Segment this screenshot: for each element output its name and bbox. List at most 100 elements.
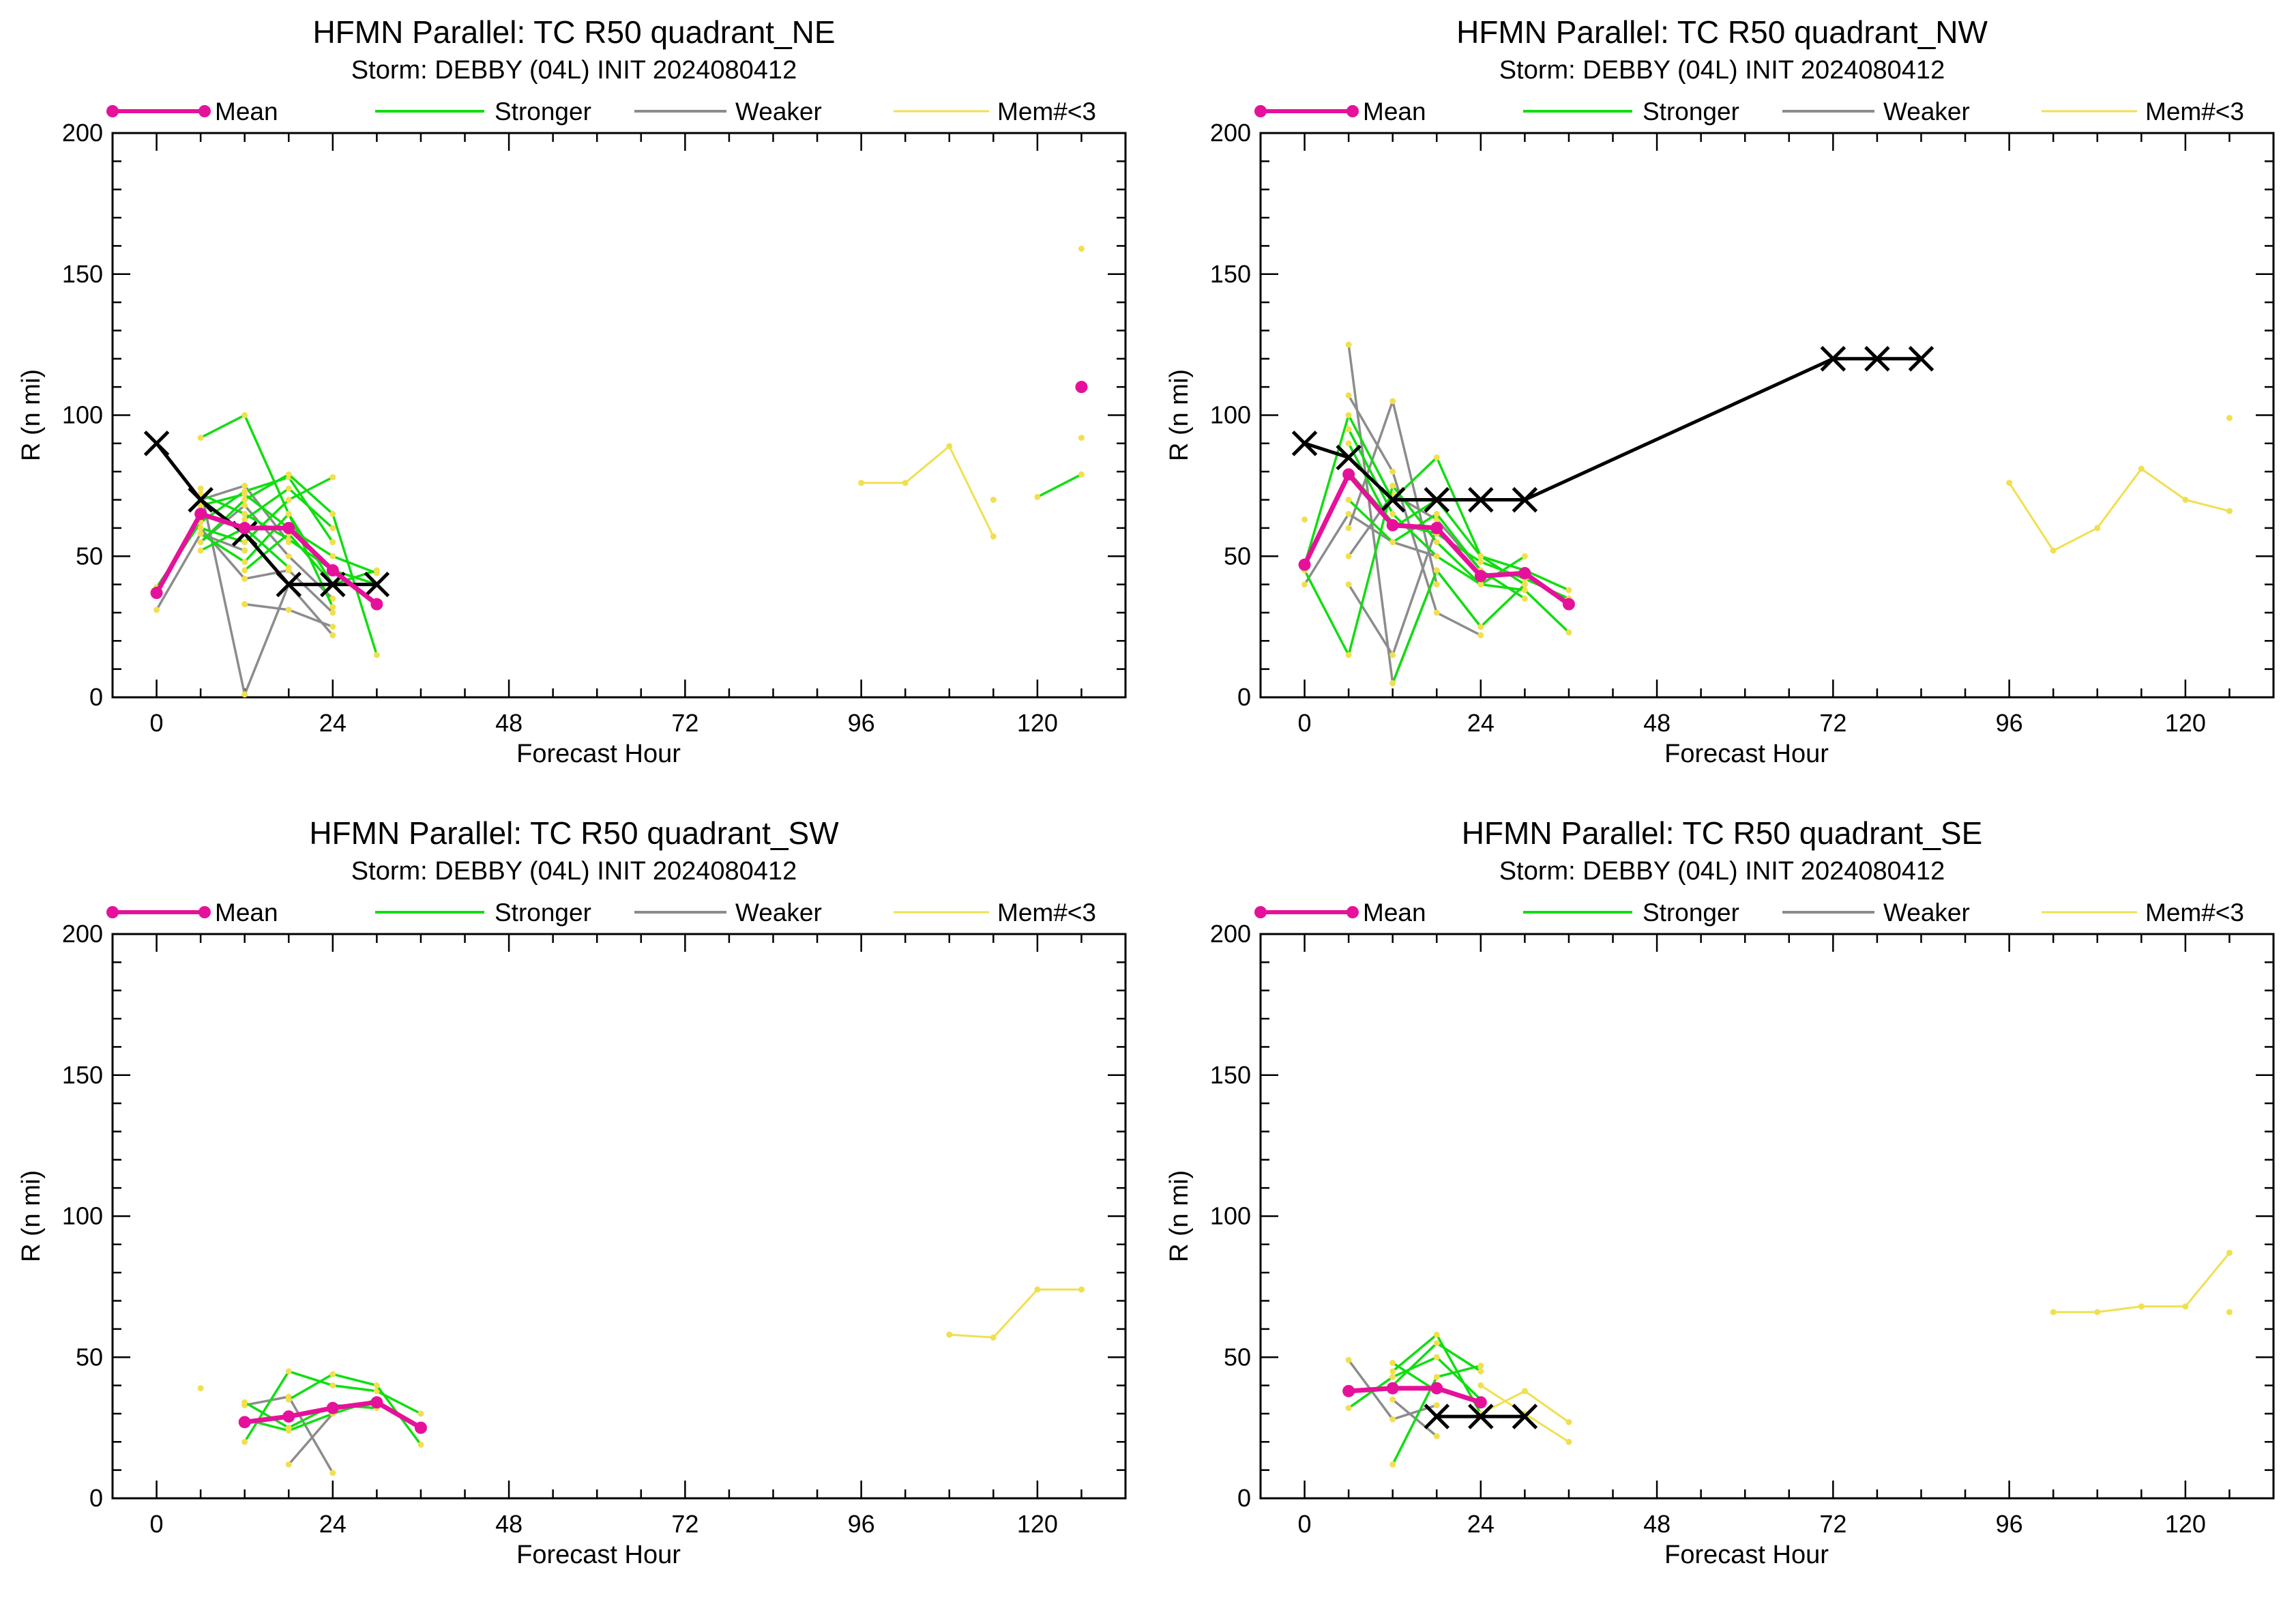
mean-marker <box>282 1410 295 1423</box>
stronger-member-point <box>373 1382 380 1389</box>
stronger-member-point <box>241 510 248 517</box>
members-lt3-point <box>1078 1286 1085 1293</box>
plot-frame <box>111 132 1127 699</box>
legend-label: Weaker <box>735 899 822 927</box>
members-lt3-point <box>1034 1286 1041 1293</box>
chart-subtitle: Storm: DEBBY (04L) INIT 2024080412 <box>1499 56 1945 85</box>
legend-label: Mean <box>215 899 278 927</box>
best-track-marker <box>1512 486 1538 513</box>
mean-marker <box>1298 558 1311 571</box>
stronger-member-point <box>241 497 248 504</box>
stronger-member-point <box>1477 581 1484 588</box>
mean-marker <box>1430 1382 1443 1395</box>
stronger-member-point <box>329 604 336 611</box>
stronger-member-point <box>1433 539 1440 546</box>
stronger-member-point <box>241 412 248 418</box>
stronger-member-point <box>285 510 292 517</box>
weaker-member-point <box>1433 581 1440 588</box>
stronger-member-point <box>241 559 248 566</box>
mean-marker <box>1474 570 1487 583</box>
weaker-member-point <box>1345 525 1352 531</box>
x-tick-label: 48 <box>1643 1510 1671 1538</box>
weaker-member-point <box>1345 581 1352 588</box>
best-track-marker <box>364 571 390 598</box>
stronger-member-point <box>197 525 204 531</box>
y-axis-label: R (n mi) <box>17 369 46 461</box>
weaker-member-point <box>285 607 292 613</box>
mean-marker <box>414 1421 427 1434</box>
legend-label: Weaker <box>1883 899 1970 927</box>
x-tick-label: 72 <box>1819 1510 1846 1538</box>
stronger-member-point <box>1521 553 1528 559</box>
stronger-member-point <box>1433 1373 1440 1380</box>
legend-label: Mean <box>215 98 278 126</box>
stronger-member-point <box>1345 412 1352 418</box>
stronger-member-point <box>1477 1363 1484 1369</box>
stronger-member-point <box>1078 471 1085 478</box>
members-lt3-point <box>2006 480 2013 486</box>
plot-nw: Mean Stronger Weaker Mem#<3 0 24 48 72 96 120 0 50 1… <box>1165 98 2275 768</box>
legend-marker <box>1254 906 1267 918</box>
stronger-member-point <box>241 567 248 574</box>
weaker-member-point <box>1389 652 1396 658</box>
weaker-member-point <box>329 632 336 639</box>
stronger-member-point <box>285 536 292 542</box>
y-tick-label: 0 <box>89 1484 103 1512</box>
x-tick-label: 24 <box>1467 709 1495 737</box>
members-lt3-point <box>990 1334 997 1341</box>
legend-marker <box>106 906 119 918</box>
stronger-member-point <box>1565 587 1572 594</box>
stronger-member-point <box>1565 629 1572 636</box>
stronger-member-point <box>1389 510 1396 517</box>
weaker-member-point <box>1389 1416 1396 1423</box>
mean-marker <box>1430 521 1443 534</box>
y-tick-label: 100 <box>1210 401 1251 429</box>
weaker-member-point <box>241 502 248 509</box>
x-axis-label: Forecast Hour <box>516 740 681 768</box>
chart-title: HFMN Parallel: TC R50 quadrant_SW <box>309 815 839 851</box>
stronger-member-point <box>285 1396 292 1403</box>
weaker-member-point <box>197 485 204 492</box>
weaker-member-point <box>1433 516 1440 523</box>
members-lt3-point <box>902 480 909 486</box>
chart-title: HFMN Parallel: TC R50 quadrant_NW <box>1456 14 1988 50</box>
members-lt3-point <box>990 533 997 540</box>
mean-marker <box>1075 381 1088 394</box>
members-lt3-point <box>2094 525 2101 531</box>
best-track-marker <box>1468 1403 1494 1429</box>
members-lt3-point <box>2182 497 2189 504</box>
members-lt3-point <box>858 480 865 486</box>
x-tick-label: 120 <box>1017 709 1058 737</box>
mean-line <box>154 511 379 607</box>
members-lt3-line <box>949 1288 1082 1339</box>
weaker-member-line <box>199 488 334 696</box>
y-tick-label: 200 <box>62 920 103 948</box>
stronger-member-point <box>285 497 292 504</box>
best-track-marker <box>1424 1403 1450 1429</box>
stronger-member-point <box>285 471 292 478</box>
stronger-member-point <box>197 435 204 441</box>
stronger-member-point <box>241 539 248 546</box>
chart-panel-ne: HFMN Parallel: TC R50 quadrant_NE Storm:… <box>0 0 1148 801</box>
legend-label: Mem#<3 <box>2145 98 2244 126</box>
x-axis-label: Forecast Hour <box>1664 1541 1829 1569</box>
mean-marker <box>1342 468 1355 481</box>
stronger-member-point <box>1477 1368 1484 1375</box>
stronger-member-point <box>329 553 336 559</box>
weaker-member-point <box>1433 609 1440 616</box>
y-tick-label: 150 <box>62 260 103 288</box>
members-lt3-point <box>1521 1388 1528 1395</box>
chart-subtitle: Storm: DEBBY (04L) INIT 2024080412 <box>351 56 797 85</box>
legend-marker <box>198 906 211 918</box>
plot-sw: Mean Stronger Weaker Mem#<3 0 24 48 72 96 120 0 50 1… <box>17 899 1127 1569</box>
members-lt3-point <box>990 497 997 504</box>
y-tick-label: 0 <box>1237 1484 1251 1512</box>
mean-marker <box>194 508 207 521</box>
legend-label: Mem#<3 <box>997 899 1096 927</box>
stronger-member-point <box>1433 454 1440 461</box>
legend-label: Mem#<3 <box>997 98 1096 126</box>
x-tick-label: 120 <box>1017 1510 1058 1538</box>
x-tick-label: 24 <box>319 709 347 737</box>
stronger-member-point <box>1389 1368 1396 1375</box>
weaker-member-point <box>1477 632 1484 639</box>
